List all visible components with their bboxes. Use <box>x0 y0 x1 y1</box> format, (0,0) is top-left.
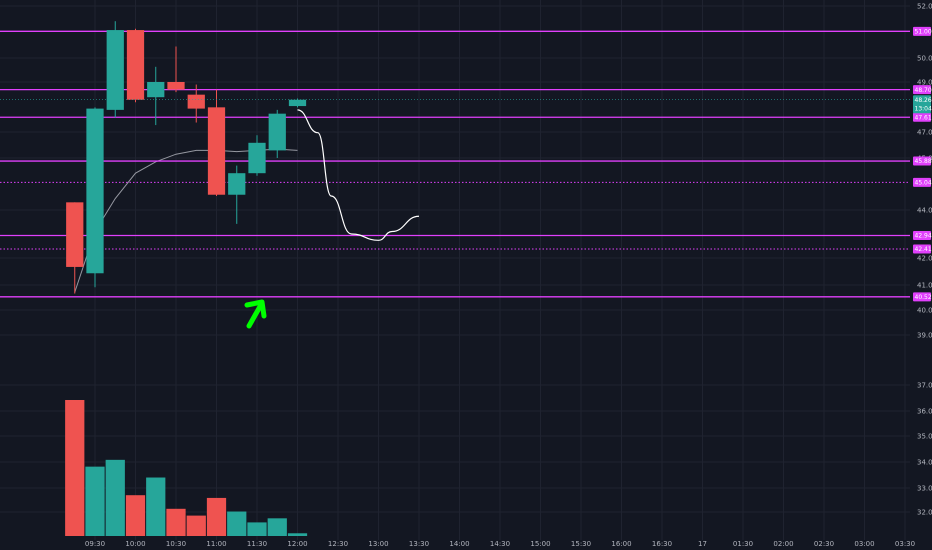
candle-body <box>106 30 124 110</box>
price-tick-label: 35.00 <box>917 433 932 441</box>
volume-bar <box>227 511 247 536</box>
level-label-bg <box>913 85 931 95</box>
price-tick-label: 47.00 <box>917 129 932 137</box>
time-tick-label: 13:00 <box>368 540 388 548</box>
time-tick-label: 16:30 <box>652 540 672 548</box>
price-tick-label: 33.00 <box>917 485 932 493</box>
volume-bar <box>146 477 166 536</box>
last-price-value: 48.26 <box>915 97 932 104</box>
volume-bar <box>85 466 105 536</box>
level-label-bg <box>913 231 931 241</box>
time-tick-label: 15:00 <box>530 540 550 548</box>
last-price-label: 48.26 13:04 <box>0 95 932 114</box>
candle-body <box>66 202 84 267</box>
time-tick-label: 03:30 <box>895 540 915 548</box>
level-label: 51.00 <box>915 29 932 36</box>
level-label: 48.70 <box>915 87 932 94</box>
bar-countdown: 13:04 <box>915 106 932 113</box>
time-tick-label: 02:30 <box>814 540 834 548</box>
candle-body <box>167 82 185 90</box>
price-tick-label: 32.00 <box>917 509 932 517</box>
volume-bar <box>247 522 267 536</box>
candle-body <box>228 173 246 195</box>
volume-bar <box>125 495 146 536</box>
up-arrow-icon <box>244 299 267 329</box>
candle-body <box>187 94 205 109</box>
time-tick-label: 16:00 <box>611 540 631 548</box>
volume-bar <box>287 533 308 536</box>
level-label: 42.41 <box>915 246 932 253</box>
level-label: 40.52 <box>915 294 932 301</box>
time-tick-label: 01:30 <box>733 540 753 548</box>
volume-bar <box>105 459 125 536</box>
last-price-bg <box>913 95 931 114</box>
volume-bar <box>267 518 287 536</box>
level-label-bg <box>913 156 931 166</box>
volume-bar <box>166 508 186 536</box>
price-tick-label: 50.00 <box>917 55 932 63</box>
time-tick-label: 10:00 <box>125 540 145 548</box>
price-tick-label: 49.00 <box>917 79 932 87</box>
volume-bar <box>65 400 85 536</box>
time-tick-label: 12:00 <box>287 540 307 548</box>
time-tick-label: 03:00 <box>854 540 874 548</box>
level-labels: 51.00 48.70 47.61 45.88 45.04 42.94 42.41 40.52 <box>913 26 932 302</box>
time-tick-label: 14:30 <box>490 540 510 548</box>
forecast-path <box>297 109 420 241</box>
level-label-bg <box>913 292 931 302</box>
price-tick-label: 42.00 <box>917 255 932 263</box>
time-tick-label: 17 <box>698 540 707 548</box>
price-tick-label: 36.00 <box>917 408 932 416</box>
candle-body <box>86 108 104 274</box>
candle-body <box>126 30 145 100</box>
candle-body <box>248 142 266 174</box>
price-tick-label: 37.00 <box>917 382 932 390</box>
level-label: 45.04 <box>915 180 932 187</box>
arrow-head <box>244 299 267 319</box>
time-tick-label: 02:00 <box>773 540 793 548</box>
volume-bar <box>206 497 227 536</box>
time-tick-label: 10:30 <box>166 540 186 548</box>
time-tick-label: 13:30 <box>409 540 429 548</box>
time-tick-label: 15:30 <box>571 540 591 548</box>
price-tick-label: 39.00 <box>917 332 932 340</box>
arrow-shaft <box>246 300 265 329</box>
price-tick-label: 44.00 <box>917 207 932 215</box>
time-tick-label: 14:00 <box>449 540 469 548</box>
time-tick-label: 11:00 <box>206 540 226 548</box>
price-tick-label: 40.00 <box>917 307 932 315</box>
price-tick-label: 34.00 <box>917 459 932 467</box>
time-tick-label: 11:30 <box>247 540 267 548</box>
candle-body <box>288 99 307 107</box>
price-tick-label: 52.00 <box>917 3 932 11</box>
level-label: 45.88 <box>915 158 932 165</box>
time-tick-label: 09:30 <box>85 540 105 548</box>
level-label-bg <box>913 26 931 36</box>
candles <box>66 21 307 294</box>
candle-body <box>268 113 286 151</box>
volume-bar <box>186 515 206 536</box>
level-label-bg <box>913 112 931 122</box>
candle-body <box>207 107 226 195</box>
level-label: 47.61 <box>915 114 932 121</box>
price-tick-label: 41.00 <box>917 282 932 290</box>
level-label: 42.94 <box>915 233 932 240</box>
price-levels <box>0 30 910 298</box>
level-label-bg <box>913 177 931 187</box>
candle-body <box>147 82 165 98</box>
time-axis[interactable]: 09:30 10:00 10:30 11:00 11:30 12:00 12:30 13:00… <box>85 540 915 548</box>
time-tick-label: 12:30 <box>328 540 348 548</box>
volume-bars <box>65 400 308 536</box>
price-axis[interactable]: 52.0050.0049.0047.0045.0044.0042.0041.00… <box>917 3 932 517</box>
forecast-drawing <box>297 109 420 241</box>
level-label-bg <box>913 244 931 254</box>
